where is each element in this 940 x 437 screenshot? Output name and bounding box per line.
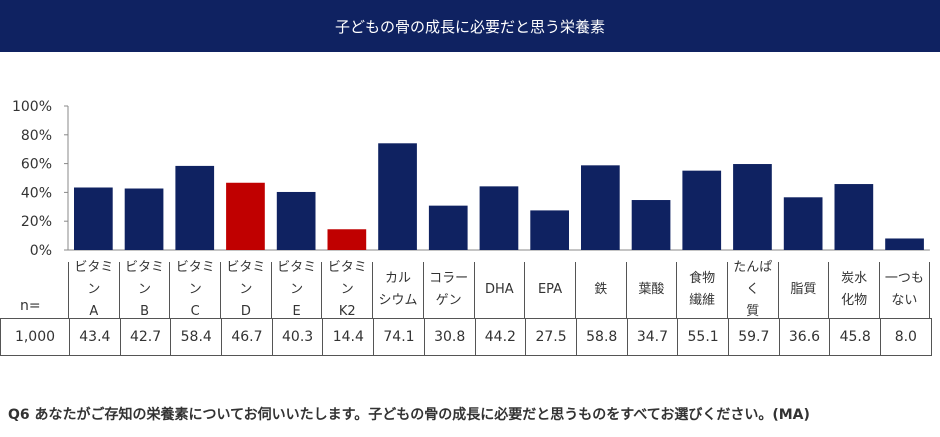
bar xyxy=(783,197,823,250)
bar xyxy=(530,210,569,250)
question-text: Q6 あなたがご存知の栄養素についてお伺いいたします。子どもの骨の成長に必要だと… xyxy=(8,407,810,423)
data-label: 40.3 xyxy=(271,319,323,355)
y-tick-label: 100% xyxy=(12,99,52,115)
category-label: ビタミン A xyxy=(68,260,119,319)
category-label: 脂質 xyxy=(777,262,829,318)
y-tick-label: 60% xyxy=(21,157,52,173)
data-label: 8.0 xyxy=(880,319,931,355)
y-tick-label: 80% xyxy=(21,128,52,144)
data-label: 27.5 xyxy=(525,319,576,355)
value-row: 1,000 43.4 42.7 58.4 46.7 40.3 14.4 74.1 30.8 44… xyxy=(0,318,932,356)
bar xyxy=(428,205,468,250)
y-tick-label: 0% xyxy=(30,243,52,259)
category-label: 炭水 化物 xyxy=(828,262,879,318)
category-label: カル シウム xyxy=(372,262,423,318)
category-label: 一つも ない xyxy=(879,262,930,318)
category-label: 鉄 xyxy=(574,262,626,318)
data-label: 74.1 xyxy=(373,319,424,355)
category-label: ビタミン E xyxy=(270,260,322,319)
category-label: 葉酸 xyxy=(625,262,677,318)
category-label: EPA xyxy=(524,262,575,318)
n-label: n= xyxy=(20,298,41,314)
n-value: 1,000 xyxy=(14,329,56,345)
category-label: たんぱく 質 xyxy=(726,260,778,319)
data-label: 36.6 xyxy=(778,319,830,355)
data-label: 55.1 xyxy=(677,319,728,355)
category-label: コラー ゲン xyxy=(422,262,474,318)
bar xyxy=(226,182,265,250)
data-label: 14.4 xyxy=(322,319,373,355)
bar-chart: 0% 20% 40% 60% 80% 100% xyxy=(12,99,930,259)
category-label: ビタミン B xyxy=(118,260,170,319)
data-label: 34.7 xyxy=(626,319,678,355)
data-label: 59.7 xyxy=(727,319,779,355)
bar xyxy=(175,165,215,250)
bar xyxy=(631,200,671,250)
bar xyxy=(885,238,924,250)
data-label: 58.4 xyxy=(170,319,221,355)
bar xyxy=(682,170,722,250)
bar xyxy=(834,184,874,250)
bar xyxy=(124,188,164,250)
data-label: 46.7 xyxy=(221,319,272,355)
bar xyxy=(733,164,772,250)
category-label: 食物 繊維 xyxy=(676,262,727,318)
bar xyxy=(378,143,417,250)
category-label: DHA xyxy=(473,262,525,318)
category-label: ビタミン C xyxy=(169,260,220,319)
data-label: 58.8 xyxy=(575,319,627,355)
data-label: 30.8 xyxy=(423,319,475,355)
bar xyxy=(74,187,113,250)
data-label: 43.4 xyxy=(69,319,120,355)
y-tick-label: 20% xyxy=(21,214,52,230)
bar xyxy=(581,165,620,250)
category-label: ビタミン D xyxy=(220,260,271,319)
chart-title: 子どもの骨の成長に必要だと思う栄養素 xyxy=(0,0,940,52)
data-label: 42.7 xyxy=(119,319,171,355)
bar xyxy=(327,229,367,250)
data-label: 44.2 xyxy=(474,319,526,355)
category-label: ビタミン K2 xyxy=(321,260,372,319)
category-label-row: ビタミン A ビタミン B ビタミン C ビタミン D ビタミン E ビタミン K2 カル … xyxy=(68,260,930,319)
bar xyxy=(276,191,316,250)
y-tick-label: 40% xyxy=(21,185,52,201)
bar xyxy=(479,186,519,250)
data-label: 45.8 xyxy=(829,319,880,355)
